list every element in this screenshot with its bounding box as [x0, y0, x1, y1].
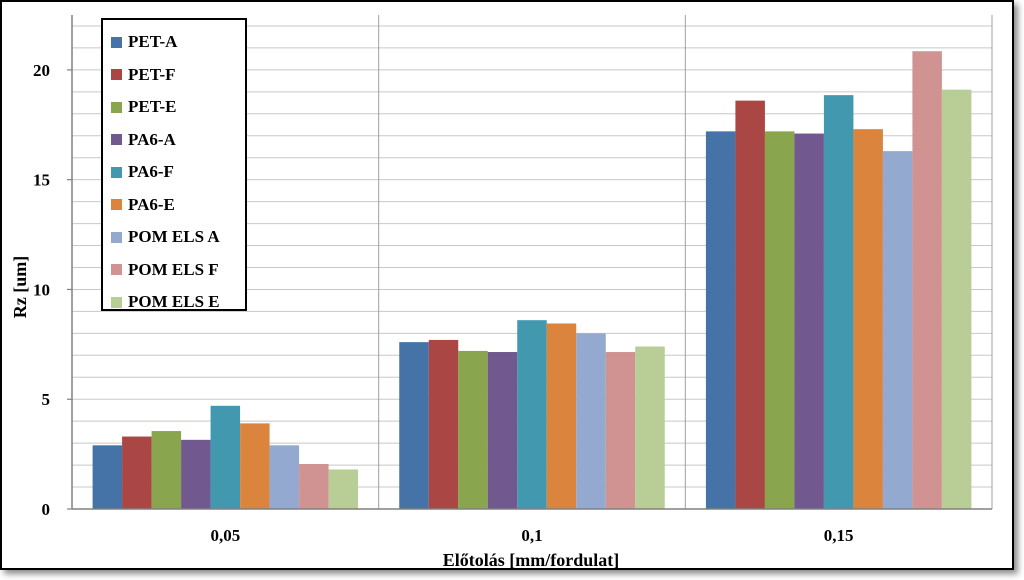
bar-pet-a-0	[92, 445, 123, 509]
legend-label: PET-A	[128, 32, 178, 52]
bars	[92, 51, 972, 510]
y-tick-label: 20	[33, 61, 50, 80]
legend-swatch	[111, 36, 122, 48]
bar-pa6-a-0	[181, 439, 211, 509]
legend-item: PA6-A	[103, 124, 245, 157]
legend-swatch	[111, 231, 122, 243]
legend-swatch	[111, 101, 122, 113]
legend-swatch	[111, 134, 122, 146]
bar-pom-els-f-1	[605, 352, 636, 509]
legend: PET-A PET-F PET-E PA6-A PA6-F PA6-E POM ELS A P…	[101, 18, 247, 311]
bar-pet-e-2	[764, 131, 795, 509]
legend-label: POM ELS A	[128, 227, 220, 247]
bar-pet-f-2	[735, 100, 765, 510]
bar-pom-els-a-1	[576, 333, 606, 509]
legend-swatch	[111, 264, 122, 276]
legend-item: PET-F	[103, 59, 245, 92]
bar-pet-f-1	[428, 339, 459, 509]
legend-swatch	[111, 296, 122, 308]
x-tick-label: 0,05	[210, 526, 240, 545]
bar-pom-els-e-2	[941, 89, 972, 509]
x-axis-title: Előtolás [mm/fordulat]	[443, 550, 619, 570]
legend-label: POM ELS E	[128, 292, 220, 312]
legend-item: PA6-F	[103, 156, 245, 189]
axes	[67, 15, 992, 510]
legend-item: POM ELS E	[103, 286, 245, 319]
bar-pet-e-1	[458, 350, 488, 509]
y-tick-label: 5	[42, 390, 51, 409]
bar-pom-els-e-0	[328, 469, 359, 509]
legend-item: PA6-E	[103, 189, 245, 222]
legend-swatch	[111, 166, 122, 178]
legend-item: PET-A	[103, 26, 245, 59]
y-tick-labels: 0 5 10 15 20	[33, 61, 50, 519]
y-axis-title: Rz [um]	[10, 256, 30, 318]
legend-swatch	[111, 69, 122, 81]
x-tick-labels: 0,05 0,1 0,15	[210, 526, 853, 545]
legend-label: PET-E	[128, 97, 177, 117]
bar-pa6-a-2	[794, 133, 824, 509]
bar-pa6-e-0	[240, 423, 270, 509]
bar-pet-a-2	[705, 131, 736, 509]
bar-pom-els-f-2	[912, 51, 942, 510]
bar-pa6-e-1	[546, 323, 577, 509]
bar-pa6-f-0	[210, 405, 241, 509]
legend-item: POM ELS F	[103, 254, 245, 287]
legend-label: PA6-A	[128, 129, 176, 149]
legend-item: PET-E	[103, 91, 245, 124]
bar-pa6-e-2	[853, 129, 883, 509]
legend-label: PET-F	[128, 64, 176, 84]
legend-label: PA6-F	[128, 162, 174, 182]
legend-swatch	[111, 199, 122, 211]
bar-pa6-f-2	[823, 95, 854, 509]
legend-label: POM ELS F	[128, 259, 219, 279]
bar-pom-els-a-0	[269, 445, 300, 509]
bar-pom-els-f-0	[299, 463, 329, 509]
y-tick-label: 15	[33, 171, 50, 190]
legend-label: PA6-E	[128, 194, 175, 214]
bar-pa6-f-1	[517, 320, 547, 509]
y-tick-label: 10	[33, 280, 50, 299]
bar-pom-els-e-1	[635, 346, 665, 509]
x-tick-label: 0,15	[824, 526, 854, 545]
bar-pom-els-a-2	[882, 151, 913, 509]
bar-pet-a-1	[399, 342, 429, 509]
y-tick-label: 0	[42, 500, 51, 519]
bar-pet-f-0	[122, 436, 152, 509]
x-tick-label: 0,1	[521, 526, 542, 545]
bar-pa6-a-1	[487, 352, 518, 509]
legend-item: POM ELS A	[103, 221, 245, 254]
bar-pet-e-0	[151, 431, 182, 509]
